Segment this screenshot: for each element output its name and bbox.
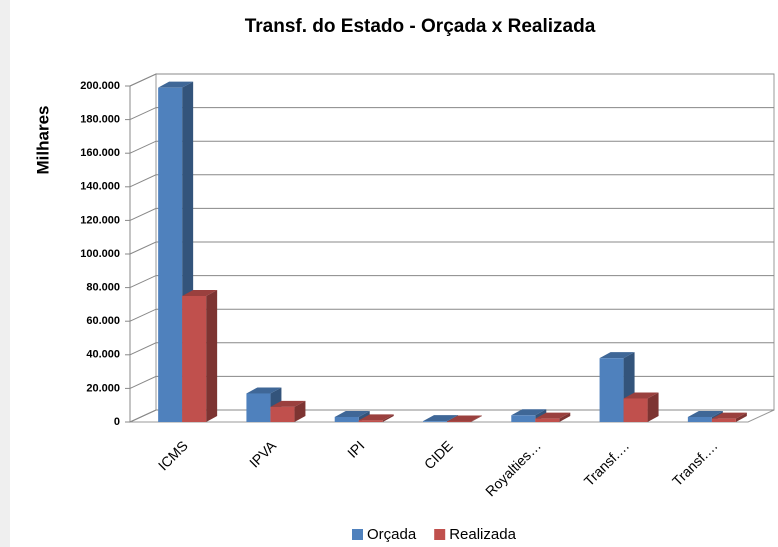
bar-top (158, 81, 194, 88)
bar-front (535, 418, 560, 422)
bar-top (687, 410, 723, 417)
legend-swatch (434, 529, 446, 540)
bar-top (358, 414, 394, 421)
y-tick-label: 20.000 (86, 382, 120, 394)
chart-title: Transf. do Estado - Orçada x Realizada (245, 16, 596, 37)
bar-front (334, 416, 359, 422)
bar (447, 415, 482, 422)
legend-label: Realizada (449, 526, 516, 543)
x-tick-label: ICMS (155, 437, 191, 473)
grid-line (129, 275, 774, 289)
grid-line (129, 73, 774, 87)
bar-top (599, 352, 635, 359)
legend-swatch (352, 529, 363, 540)
bar-top (711, 412, 747, 419)
bar (358, 414, 394, 422)
grid-line (129, 308, 774, 322)
x-tick-label: IPI (344, 437, 367, 460)
bar (535, 412, 571, 422)
y-tick-label: 0 (114, 416, 120, 428)
y-tick-label: 40.000 (86, 349, 120, 361)
y-tick-label: 160.000 (80, 147, 120, 159)
x-tick-label: Royalties… (482, 437, 544, 499)
bar-top (535, 412, 571, 419)
y-axis-title: Milhares (33, 106, 52, 175)
grid-line (129, 409, 774, 423)
y-tick-label: 200.000 (80, 80, 120, 92)
y-tick-label: 140.000 (80, 181, 120, 193)
grid-line (129, 107, 774, 121)
bar-top (182, 290, 218, 296)
side-strip (0, 0, 10, 547)
grid-line (129, 140, 774, 154)
bar-top (447, 415, 482, 422)
bar-top (511, 409, 547, 416)
grid-line (129, 342, 774, 356)
bar-side (471, 415, 482, 422)
bar-side (559, 412, 571, 422)
legend-label: Orçada (367, 526, 417, 543)
bar-front (423, 421, 447, 422)
y-tick-label: 180.000 (80, 114, 120, 126)
bar-front (687, 416, 712, 422)
grid-line (129, 207, 774, 221)
bar-front (182, 296, 207, 422)
bar-side (735, 412, 747, 422)
bar-front (599, 358, 624, 422)
bar-side (382, 414, 394, 422)
bar (182, 290, 218, 422)
bar (711, 412, 747, 422)
bar-top (270, 400, 306, 407)
bar-side (206, 290, 218, 422)
bar-side (647, 392, 659, 422)
bar-top (334, 410, 370, 417)
y-tick-label: 80.000 (86, 282, 120, 294)
bar (270, 400, 306, 422)
y-tick-label: 60.000 (86, 315, 120, 327)
bar-front (711, 418, 736, 422)
bar-top (423, 415, 458, 422)
bar-top (623, 392, 659, 399)
x-tick-label: CIDE (421, 437, 456, 472)
bar-front (511, 415, 536, 422)
bar (623, 392, 659, 422)
bar-front (623, 398, 648, 422)
y-tick-label: 100.000 (80, 248, 120, 260)
bar-front (246, 393, 271, 422)
bar-front (447, 421, 471, 422)
x-tick-label: Transf.… (581, 437, 633, 489)
bar-side (294, 400, 306, 422)
grid-line (129, 174, 774, 188)
grid-line (129, 375, 774, 389)
bar-front (358, 420, 383, 422)
bar-front (158, 87, 183, 423)
x-tick-label: IPVA (246, 437, 280, 471)
bar-front (270, 406, 295, 422)
y-tick-label: 120.000 (80, 214, 120, 226)
grid-line (129, 241, 774, 255)
x-tick-label: Transf.… (669, 437, 721, 489)
bar-top (246, 387, 282, 394)
